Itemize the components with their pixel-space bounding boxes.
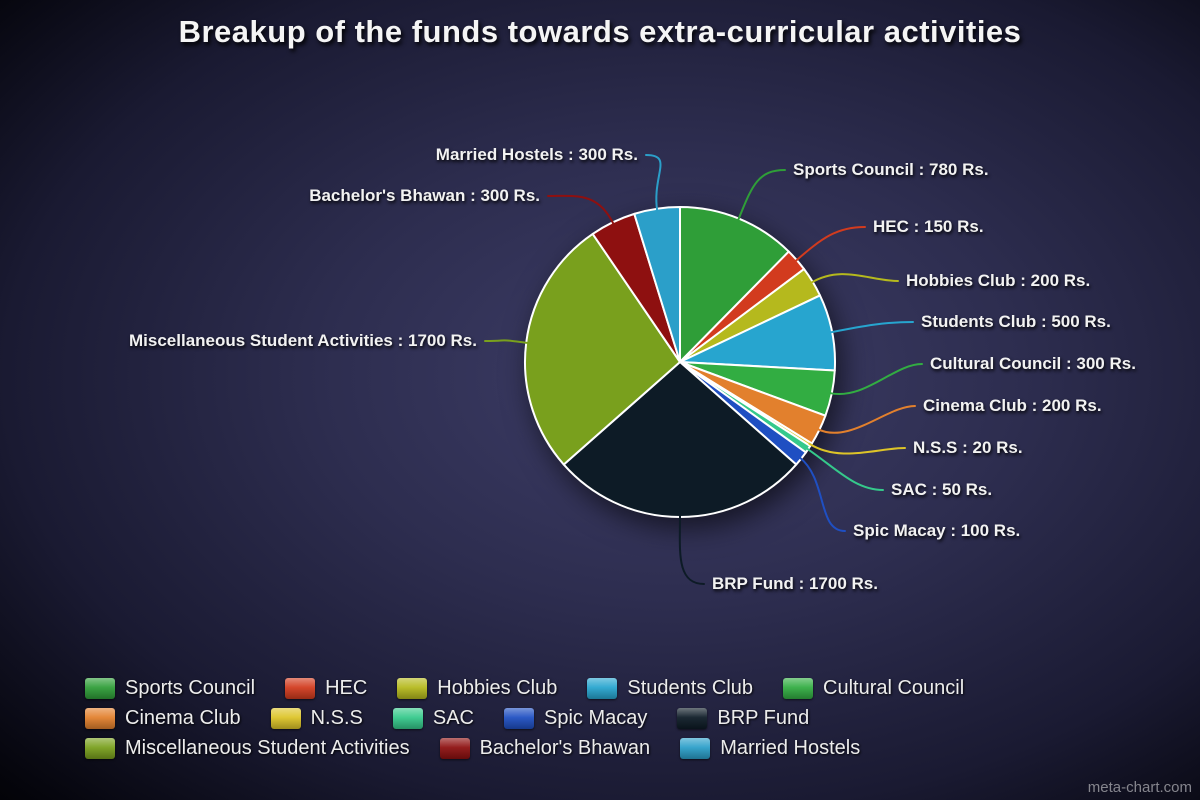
callout-line-spic-macay bbox=[798, 456, 846, 532]
callout-line-n-s-s bbox=[808, 442, 906, 455]
legend-label-hec: HEC bbox=[325, 677, 368, 699]
callout-label-bachelor-s-bhawan: Bachelor's Bhawan : 300 Rs. bbox=[309, 186, 540, 205]
legend-row-2: Cinema Club N.S.S SAC Spic Macay BRP Fund bbox=[85, 707, 964, 730]
legend-swatch-n-s-s bbox=[270, 708, 301, 729]
legend-swatch-miscellaneous-student-activities bbox=[85, 738, 115, 759]
legend-item-bachelor-s-bhawan: Bachelor's Bhawan bbox=[439, 737, 651, 760]
callout-label-hec: HEC : 150 Rs. bbox=[873, 217, 984, 236]
legend-label-hobbies-club: Hobbies Club bbox=[437, 677, 558, 699]
callout-line-hec bbox=[794, 226, 866, 263]
callout-label-married-hostels: Married Hostels : 300 Rs. bbox=[435, 145, 638, 164]
legend-swatch-students-club bbox=[587, 678, 618, 699]
watermark-meta-chart: meta-chart.com bbox=[1087, 779, 1192, 796]
legend-item-n-s-s: N.S.S bbox=[270, 707, 363, 730]
legend-item-spic-macay: Spic Macay bbox=[503, 707, 648, 730]
callout-label-spic-macay: Spic Macay : 100 Rs. bbox=[853, 521, 1021, 540]
callout-label-miscellaneous-student-activities: Miscellaneous Student Activities : 1700 … bbox=[129, 331, 477, 350]
callout-line-sports-council bbox=[737, 169, 786, 222]
legend-swatch-spic-macay bbox=[503, 708, 534, 729]
legend-row-1: Sports Council HEC Hobbies Club Students Cl… bbox=[85, 677, 964, 700]
legend-row-3: Miscellaneous Student Activities Bachelor… bbox=[85, 737, 964, 760]
pie-slice-group bbox=[524, 206, 836, 519]
callout-line-cinema-club bbox=[816, 405, 916, 434]
legend-item-miscellaneous-student-activities: Miscellaneous Student Activities bbox=[85, 737, 410, 760]
legend-label-cinema-club: Cinema Club bbox=[125, 707, 241, 729]
legend-swatch-bachelor-s-bhawan bbox=[439, 738, 470, 759]
callout-line-cultural-council bbox=[828, 363, 923, 396]
legend-swatch-sac bbox=[392, 708, 423, 729]
legend-item-brp-fund: BRP Fund bbox=[677, 707, 809, 730]
legend-item-married-hostels: Married Hostels bbox=[680, 737, 860, 760]
legend-label-sports-council: Sports Council bbox=[125, 677, 256, 699]
legend-swatch-sports-council bbox=[85, 678, 115, 699]
legend-swatch-cinema-club bbox=[85, 708, 115, 729]
legend-label-miscellaneous-student-activities: Miscellaneous Student Activities bbox=[125, 737, 410, 759]
legend-label-cultural-council: Cultural Council bbox=[823, 677, 965, 699]
legend-swatch-married-hostels bbox=[680, 738, 711, 759]
callout-label-hobbies-club: Hobbies Club : 200 Rs. bbox=[906, 271, 1091, 290]
legend-label-students-club: Students Club bbox=[627, 677, 754, 699]
callout-label-students-club: Students Club : 500 Rs. bbox=[921, 312, 1111, 331]
legend-label-sac: SAC bbox=[432, 707, 474, 729]
legend: Sports Council HEC Hobbies Club Students Cl… bbox=[85, 677, 964, 760]
callout-label-cinema-club: Cinema Club : 200 Rs. bbox=[923, 396, 1102, 415]
legend-swatch-hec bbox=[285, 678, 316, 699]
legend-item-cultural-council: Cultural Council bbox=[783, 677, 964, 700]
chart-title: Breakup of the funds towards extra-curri… bbox=[178, 14, 1022, 49]
callout-line-sac bbox=[805, 447, 884, 491]
legend-item-students-club: Students Club bbox=[587, 677, 753, 700]
legend-label-married-hostels: Married Hostels bbox=[720, 737, 861, 759]
callout-line-married-hostels bbox=[645, 154, 662, 212]
callout-line-hobbies-club bbox=[809, 273, 899, 284]
callout-line-brp-fund bbox=[678, 514, 705, 585]
legend-swatch-cultural-council bbox=[783, 678, 814, 699]
callout-label-sac: SAC : 50 Rs. bbox=[891, 480, 993, 499]
legend-label-brp-fund: BRP Fund bbox=[717, 707, 810, 729]
callout-label-sports-council: Sports Council : 780 Rs. bbox=[793, 160, 989, 179]
legend-label-spic-macay: Spic Macay bbox=[543, 707, 648, 729]
legend-item-hobbies-club: Hobbies Club bbox=[397, 677, 557, 700]
legend-item-cinema-club: Cinema Club bbox=[85, 707, 241, 730]
callout-line-students-club bbox=[829, 321, 914, 334]
legend-swatch-hobbies-club bbox=[397, 678, 428, 699]
legend-swatch-brp-fund bbox=[677, 708, 708, 729]
callout-label-brp-fund: BRP Fund : 1700 Rs. bbox=[712, 574, 878, 593]
legend-item-sports-council: Sports Council bbox=[85, 677, 255, 700]
legend-item-hec: HEC bbox=[285, 677, 367, 700]
legend-label-bachelor-s-bhawan: Bachelor's Bhawan bbox=[479, 737, 651, 759]
legend-label-n-s-s: N.S.S bbox=[310, 707, 363, 729]
callout-label-n-s-s: N.S.S : 20 Rs. bbox=[913, 438, 1023, 457]
callout-label-cultural-council: Cultural Council : 300 Rs. bbox=[930, 354, 1136, 373]
legend-item-sac: SAC bbox=[392, 707, 474, 730]
callout-line-miscellaneous-student-activities bbox=[484, 339, 530, 344]
callout-line-group bbox=[484, 154, 923, 585]
callout-line-bachelor-s-bhawan bbox=[547, 194, 615, 226]
